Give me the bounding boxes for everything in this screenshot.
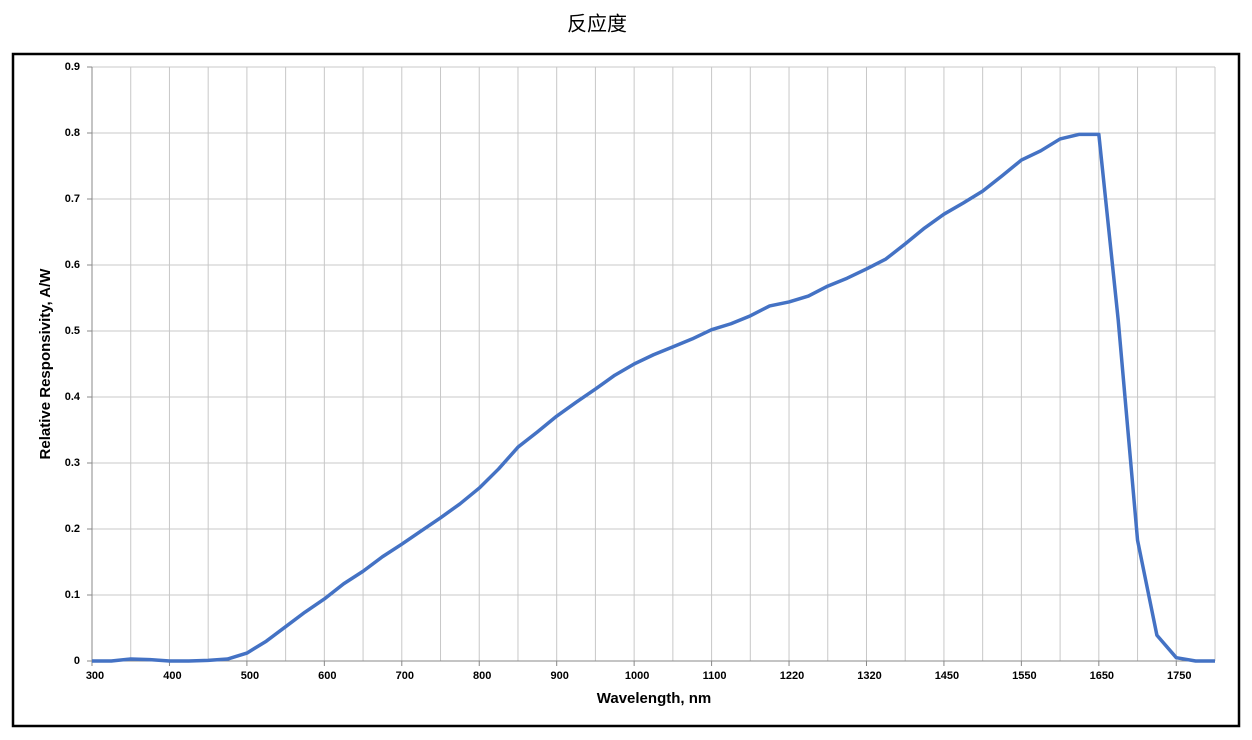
x-tick-label: 1750 [1167,670,1191,682]
x-axis-label: Wavelength, nm [597,690,711,707]
y-tick-label: 0.1 [65,589,80,601]
x-tick-label: 900 [551,670,569,682]
y-tick-label: 0.7 [65,193,80,205]
y-tick-label: 0.5 [65,325,80,337]
x-tick-label: 500 [241,670,259,682]
x-tick-label: 1550 [1012,670,1036,682]
y-tick-label: 0.9 [65,61,80,73]
y-tick-label: 0.4 [65,391,81,403]
y-tick-label: 0 [74,655,80,667]
y-tick-label: 0.2 [65,523,80,535]
x-tick-label: 400 [163,670,181,682]
chart-title: 反应度 [567,12,627,35]
chart-frame [11,52,1241,728]
x-tick-label: 1450 [935,670,959,682]
y-tick-label: 0.6 [65,259,80,271]
x-tick-label: 1100 [703,670,727,682]
x-tick-label: 800 [473,670,491,682]
x-tick-label: 600 [318,670,336,682]
x-tick-label: 1000 [625,670,649,682]
x-tick-label: 300 [86,670,104,682]
x-tick-label: 700 [396,670,414,682]
x-tick-label: 1650 [1090,670,1114,682]
y-tick-label: 0.8 [65,127,80,139]
data-line [92,132,1215,663]
x-tick-label: 1320 [857,670,881,682]
y-axis-label: Relative Responsivity, A/W [37,268,54,460]
x-tick-label: 1220 [780,670,804,682]
y-tick-label: 0.3 [65,457,80,469]
